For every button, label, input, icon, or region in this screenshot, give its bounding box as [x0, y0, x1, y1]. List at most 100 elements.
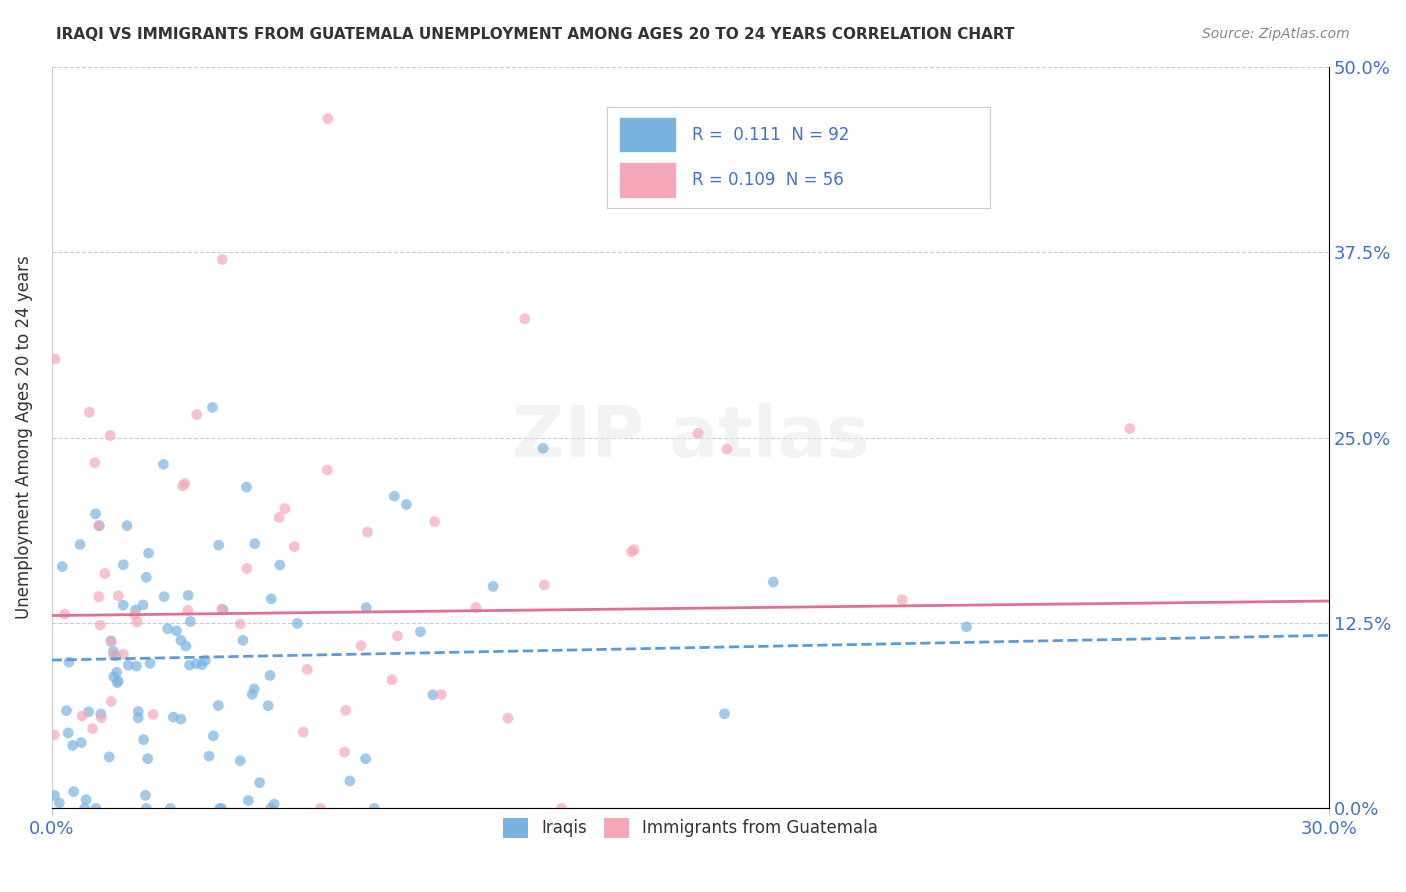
- Iraqis: [287, 616, 309, 631]
- Iraqis: [135, 801, 157, 815]
- Iraqis: [125, 659, 148, 673]
- Iraqis: [531, 442, 554, 456]
- Immigrants from Guatemala: [513, 311, 536, 326]
- Iraqis: [179, 658, 201, 673]
- Iraqis: [103, 670, 125, 684]
- Immigrants from Guatemala: [274, 501, 297, 516]
- Iraqis: [75, 793, 97, 807]
- Immigrants from Guatemala: [107, 589, 129, 603]
- Iraqis: [174, 639, 197, 653]
- Immigrants from Guatemala: [87, 518, 110, 533]
- Immigrants from Guatemala: [142, 707, 165, 722]
- Iraqis: [259, 668, 281, 682]
- Iraqis: [208, 538, 231, 552]
- Iraqis: [62, 784, 84, 798]
- Immigrants from Guatemala: [464, 600, 486, 615]
- Iraqis: [90, 706, 112, 721]
- Immigrants from Guatemala: [269, 510, 291, 524]
- Iraqis: [58, 655, 80, 669]
- Immigrants from Guatemala: [356, 525, 378, 540]
- Iraqis: [139, 657, 162, 671]
- Iraqis: [112, 598, 135, 612]
- Text: Source: ZipAtlas.com: Source: ZipAtlas.com: [1202, 27, 1350, 41]
- Immigrants from Guatemala: [124, 607, 146, 622]
- Immigrants from Guatemala: [44, 728, 66, 742]
- Iraqis: [198, 749, 221, 764]
- Iraqis: [115, 518, 138, 533]
- Immigrants from Guatemala: [295, 662, 318, 676]
- Iraqis: [51, 559, 73, 574]
- Iraqis: [170, 712, 193, 726]
- Immigrants from Guatemala: [309, 801, 332, 815]
- Immigrants from Guatemala: [211, 252, 233, 267]
- Iraqis: [186, 657, 208, 671]
- Iraqis: [212, 603, 235, 617]
- Immigrants from Guatemala: [333, 745, 356, 759]
- Iraqis: [482, 579, 505, 593]
- Iraqis: [395, 498, 418, 512]
- Immigrants from Guatemala: [172, 479, 194, 493]
- Iraqis: [409, 624, 432, 639]
- Immigrants from Guatemala: [98, 428, 121, 442]
- Iraqis: [138, 546, 160, 560]
- Iraqis: [229, 754, 252, 768]
- Immigrants from Guatemala: [70, 709, 93, 723]
- Immigrants from Guatemala: [716, 442, 738, 457]
- Immigrants from Guatemala: [423, 515, 446, 529]
- Immigrants from Guatemala: [350, 639, 373, 653]
- Immigrants from Guatemala: [83, 456, 105, 470]
- Text: ZIP atlas: ZIP atlas: [512, 403, 869, 472]
- Iraqis: [104, 648, 127, 663]
- Iraqis: [89, 518, 111, 533]
- Iraqis: [170, 633, 193, 648]
- Immigrants from Guatemala: [211, 602, 233, 616]
- Iraqis: [235, 480, 257, 494]
- Iraqis: [356, 600, 378, 615]
- Immigrants from Guatemala: [387, 629, 409, 643]
- Iraqis: [159, 801, 181, 815]
- Iraqis: [194, 653, 217, 667]
- Immigrants from Guatemala: [891, 592, 914, 607]
- Iraqis: [48, 796, 70, 810]
- Iraqis: [107, 674, 129, 689]
- Immigrants from Guatemala: [100, 635, 122, 649]
- Iraqis: [382, 489, 405, 503]
- Immigrants from Guatemala: [53, 607, 76, 621]
- Iraqis: [127, 705, 149, 719]
- Iraqis: [103, 644, 125, 658]
- Iraqis: [77, 705, 100, 719]
- Immigrants from Guatemala: [686, 426, 709, 441]
- Immigrants from Guatemala: [430, 688, 453, 702]
- Immigrants from Guatemala: [100, 694, 122, 708]
- Iraqis: [257, 698, 280, 713]
- Iraqis: [136, 752, 159, 766]
- Immigrants from Guatemala: [496, 711, 519, 725]
- Iraqis: [713, 706, 735, 721]
- Iraqis: [208, 801, 231, 815]
- Iraqis: [105, 675, 128, 690]
- Y-axis label: Unemployment Among Ages 20 to 24 years: Unemployment Among Ages 20 to 24 years: [15, 256, 32, 619]
- Iraqis: [84, 801, 107, 815]
- Iraqis: [179, 615, 201, 629]
- Immigrants from Guatemala: [533, 578, 555, 592]
- Iraqis: [112, 558, 135, 572]
- Iraqis: [207, 698, 229, 713]
- Iraqis: [232, 633, 254, 648]
- Iraqis: [62, 739, 84, 753]
- Immigrants from Guatemala: [177, 603, 200, 617]
- Immigrants from Guatemala: [94, 566, 117, 581]
- Iraqis: [124, 603, 146, 617]
- Iraqis: [132, 598, 155, 612]
- Iraqis: [156, 622, 179, 636]
- Iraqis: [84, 507, 107, 521]
- Iraqis: [153, 590, 176, 604]
- Iraqis: [240, 687, 263, 701]
- Iraqis: [73, 801, 96, 815]
- Immigrants from Guatemala: [103, 648, 125, 662]
- Iraqis: [162, 710, 184, 724]
- Iraqis: [58, 726, 80, 740]
- Iraqis: [259, 801, 281, 815]
- Iraqis: [127, 711, 149, 725]
- Immigrants from Guatemala: [620, 545, 643, 559]
- Iraqis: [98, 749, 121, 764]
